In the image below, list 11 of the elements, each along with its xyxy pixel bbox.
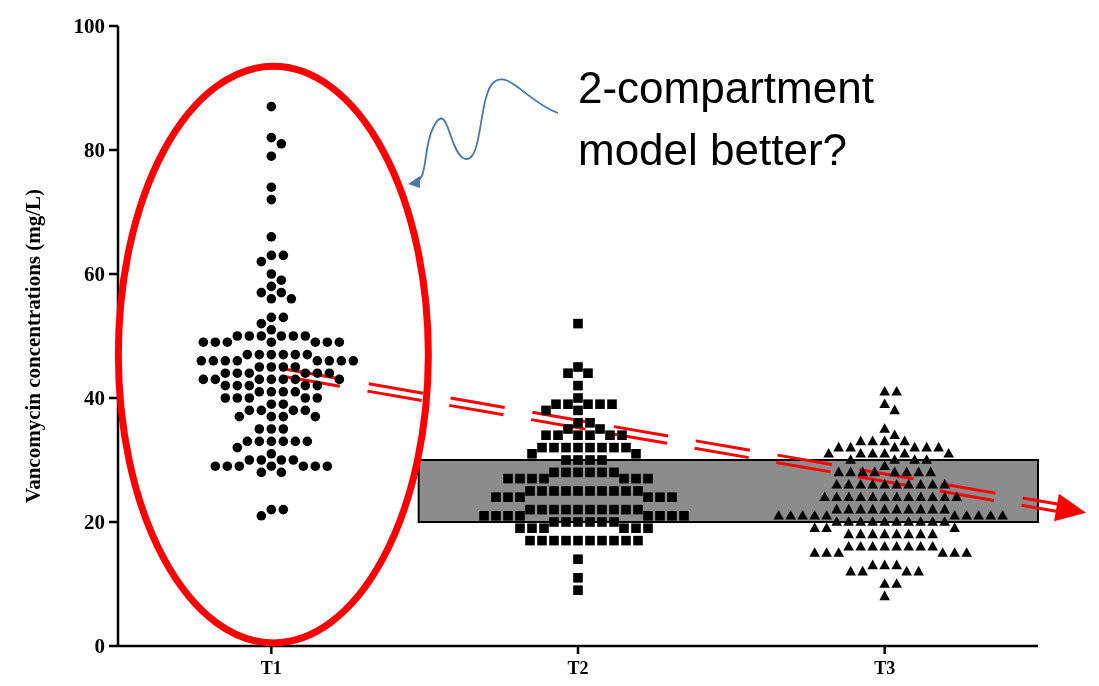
annotation: 2-compartment model better? [578, 63, 874, 174]
y-tick-label: 20 [84, 510, 105, 535]
y-tick-label: 80 [84, 138, 105, 163]
y-tick-label: 60 [84, 262, 105, 287]
y-tick-label: 40 [84, 386, 105, 411]
y-axis-title: Vancomycin concentrations (mg/L) [21, 188, 45, 504]
x-tick-label: T1 [260, 658, 282, 678]
y-tick-label: 0 [94, 634, 105, 659]
x-tick-label: T2 [567, 658, 589, 678]
y-tick-label: 100 [73, 14, 105, 39]
x-tick-label: T3 [874, 658, 896, 678]
